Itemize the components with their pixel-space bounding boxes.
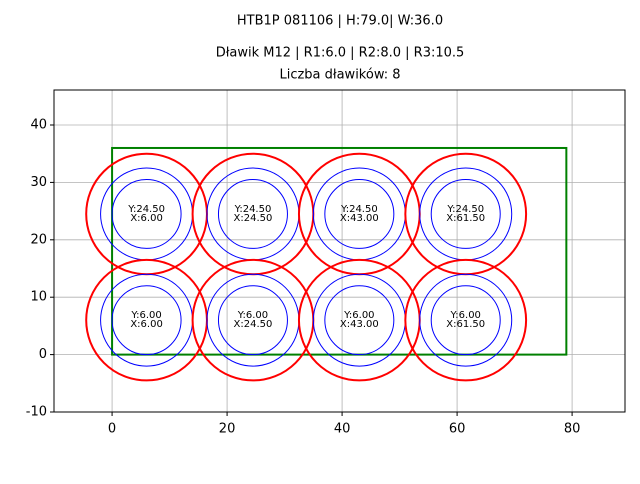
y-tick-label: 10	[30, 290, 47, 305]
point-label: X:6.00	[130, 319, 163, 330]
x-tick-label: 80	[564, 422, 581, 437]
circle	[430, 285, 501, 356]
point-label: Y:6.00	[450, 310, 481, 321]
x-tick-label: 20	[219, 422, 236, 437]
outline-rect	[111, 146, 568, 356]
x-tick-label: 40	[334, 422, 351, 437]
y-tick-label: 20	[30, 232, 47, 247]
chart-title: HTB1P 081106 | H:79.0| W:36.0	[237, 14, 443, 29]
chart-subtitle: Dławik M12 | R1:6.0 | R2:8.0 | R3:10.5	[216, 46, 465, 61]
y-tick-label: 40	[30, 118, 47, 133]
point-label: X:61.50	[446, 319, 485, 330]
point-label: Y:24.50	[446, 204, 484, 215]
point-label: Y:6.00	[237, 310, 268, 321]
circle	[419, 273, 513, 367]
point-label: Y:6.00	[343, 310, 374, 321]
point-label: X:43.00	[340, 319, 379, 330]
point-label: X:6.00	[130, 213, 163, 224]
point-label: Y:24.50	[234, 204, 272, 215]
chart-subtitle: Liczba dławików: 8	[279, 68, 400, 83]
point-label: Y:24.50	[127, 204, 165, 215]
point-label: Y:6.00	[130, 310, 161, 321]
circle	[324, 285, 395, 356]
circle	[111, 179, 182, 249]
point-label: X:61.50	[446, 213, 485, 224]
point-label: X:24.50	[234, 319, 273, 330]
circle	[324, 179, 395, 249]
circle	[430, 179, 501, 249]
circle	[217, 285, 288, 356]
point-label: X:43.00	[340, 213, 379, 224]
plot-frame	[53, 89, 626, 413]
x-tick-label: 0	[108, 422, 116, 437]
y-tick-label: -10	[26, 405, 47, 420]
point-label: X:24.50	[234, 213, 273, 224]
point-label: Y:24.50	[340, 204, 378, 215]
y-tick-label: 30	[30, 175, 47, 190]
circle	[111, 285, 182, 356]
y-tick-label: 0	[39, 347, 47, 362]
circle	[217, 179, 288, 249]
x-tick-label: 60	[449, 422, 466, 437]
circle	[404, 258, 528, 382]
